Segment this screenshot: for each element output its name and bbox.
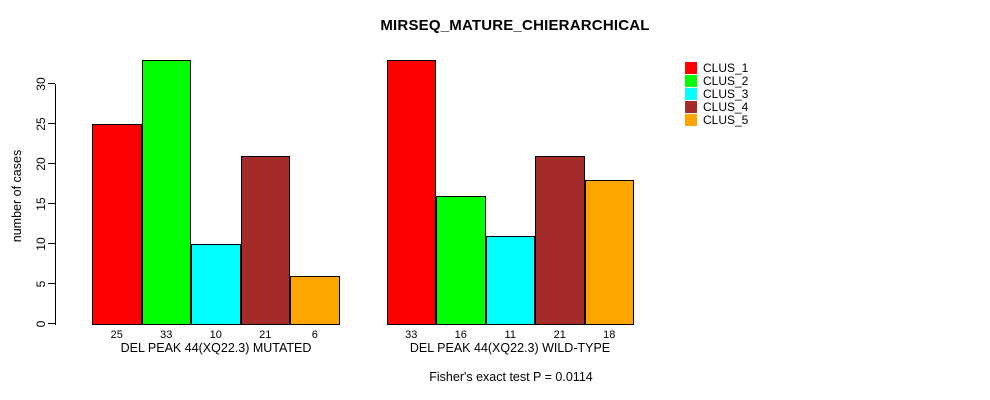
legend-item: CLUS_2 (685, 73, 749, 88)
chart-title: MIRSEQ_MATURE_CHIERARCHICAL (380, 17, 650, 34)
legend-item: CLUS_1 (685, 60, 749, 75)
legend-label: CLUS_5 (703, 112, 749, 127)
legend-swatch-CLUS_5 (685, 113, 697, 126)
legend-label: CLUS_3 (703, 86, 749, 101)
bar-CLUS_4 (240, 155, 290, 325)
y-tick (47, 122, 55, 125)
legend-swatch-CLUS_2 (685, 74, 697, 87)
y-tick-label: 0 (34, 320, 48, 327)
legend-item: CLUS_3 (685, 86, 749, 101)
y-tick-label: 15 (34, 196, 48, 211)
legend-label: CLUS_1 (703, 60, 749, 75)
bar-value-label: 21 (259, 329, 272, 341)
legend-label: CLUS_2 (703, 73, 749, 88)
bar-value-label: 33 (405, 329, 418, 341)
bar-value-label: 25 (110, 329, 123, 341)
legend-swatch-CLUS_4 (685, 100, 697, 113)
y-tick (47, 82, 55, 85)
x-group-label-wildtype: DEL PEAK 44(XQ22.3) WILD-TYPE (409, 341, 611, 355)
y-tick-label: 25 (34, 116, 48, 131)
legend-item: CLUS_5 (685, 112, 749, 127)
bar-CLUS_4 (535, 155, 585, 325)
legend-swatch-CLUS_1 (685, 61, 697, 74)
y-tick (47, 322, 55, 325)
bar-CLUS_1 (386, 59, 436, 325)
legend-item: CLUS_4 (685, 99, 749, 114)
legend: CLUS_1 CLUS_2 CLUS_3 CLUS_4 CLUS_5 (685, 60, 749, 127)
y-tick (47, 202, 55, 205)
bar-value-label: 21 (553, 329, 566, 341)
bar-CLUS_3 (485, 235, 535, 325)
legend-swatch-CLUS_3 (685, 87, 697, 100)
bar-CLUS_5 (584, 179, 634, 325)
fisher-test-note: Fisher's exact test P = 0.0114 (429, 370, 593, 384)
bar-CLUS_3 (191, 243, 241, 325)
y-tick-label: 30 (34, 76, 48, 91)
x-group-label-mutated: DEL PEAK 44(XQ22.3) MUTATED (120, 341, 312, 355)
y-tick (47, 242, 55, 245)
bar-CLUS_2 (436, 195, 486, 325)
y-axis-label: number of cases (10, 149, 24, 243)
bar-value-label: 33 (160, 329, 173, 341)
bar-value-label: 11 (504, 329, 516, 341)
bar-value-label: 10 (209, 329, 222, 341)
y-tick-label: 5 (34, 280, 48, 287)
bar-CLUS_1 (92, 123, 142, 325)
legend-label: CLUS_4 (703, 99, 749, 114)
bar-value-label: 18 (603, 329, 616, 341)
y-tick-label: 20 (34, 156, 48, 171)
bar-CLUS_2 (141, 59, 191, 325)
y-tick (47, 282, 55, 285)
y-tick-label: 10 (34, 236, 48, 251)
bar-value-label: 16 (454, 329, 467, 341)
bar-value-label: 6 (311, 329, 318, 341)
y-axis-line (54, 83, 56, 325)
y-tick (47, 162, 55, 165)
bar-CLUS_5 (290, 275, 340, 325)
